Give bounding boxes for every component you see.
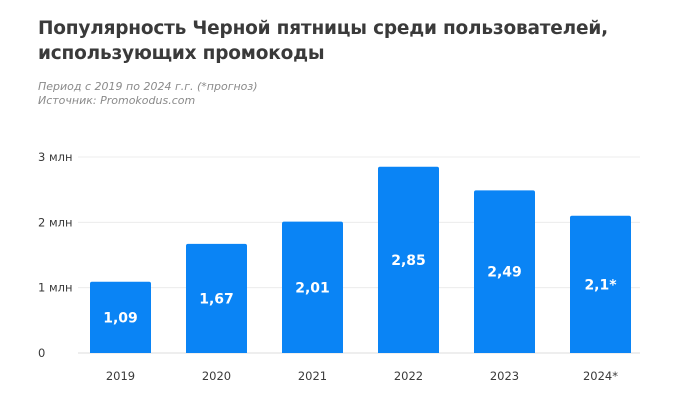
source-note: Источник: Promokodus.com <box>38 94 196 107</box>
bar-value-label: 2,85 <box>391 253 426 269</box>
bar <box>474 190 535 353</box>
bar-value-label: 1,09 <box>103 310 138 326</box>
x-tick-label: 2023 <box>490 369 519 383</box>
bar-value-label: 2,01 <box>295 280 330 296</box>
y-tick-label: 0 <box>38 346 45 360</box>
y-axis-labels: 0 1 млн 2 млн 3 млн <box>38 150 73 360</box>
bar <box>186 243 247 353</box>
chart-title-line-1: Популярность Черной пятницы среди пользо… <box>38 18 608 39</box>
x-tick-label: 2022 <box>394 369 423 383</box>
x-tick-label: 2024* <box>583 369 618 383</box>
bar-value-label: 2,49 <box>487 265 522 281</box>
x-tick-label: 2019 <box>106 369 135 383</box>
bar-value-label: 1,67 <box>199 291 234 307</box>
bar <box>378 166 439 353</box>
chart-title: Популярность Черной пятницы среди пользо… <box>38 16 658 66</box>
bar <box>570 215 631 353</box>
chart-title-line-2: использующих промокоды <box>38 43 325 64</box>
y-tick-label: 2 млн <box>38 215 73 229</box>
bar-value-label: 2,1* <box>584 277 617 293</box>
bar <box>90 281 151 353</box>
bars <box>90 166 631 353</box>
y-tick-label: 1 млн <box>38 281 73 295</box>
x-axis-labels: 2019 2020 2021 2022 2023 2024* <box>106 369 618 383</box>
value-labels: 1,09 1,67 2,01 2,85 2,49 2,1* <box>103 253 617 326</box>
gridlines <box>78 156 640 354</box>
period-note: Период с 2019 по 2024 г.г. (*прогноз) <box>38 80 258 93</box>
x-tick-label: 2020 <box>202 369 231 383</box>
x-tick-label: 2021 <box>298 369 327 383</box>
chart-meta: Период с 2019 по 2024 г.г. (*прогноз) Ис… <box>38 80 258 108</box>
bar <box>282 221 343 353</box>
y-tick-label: 3 млн <box>38 150 73 164</box>
